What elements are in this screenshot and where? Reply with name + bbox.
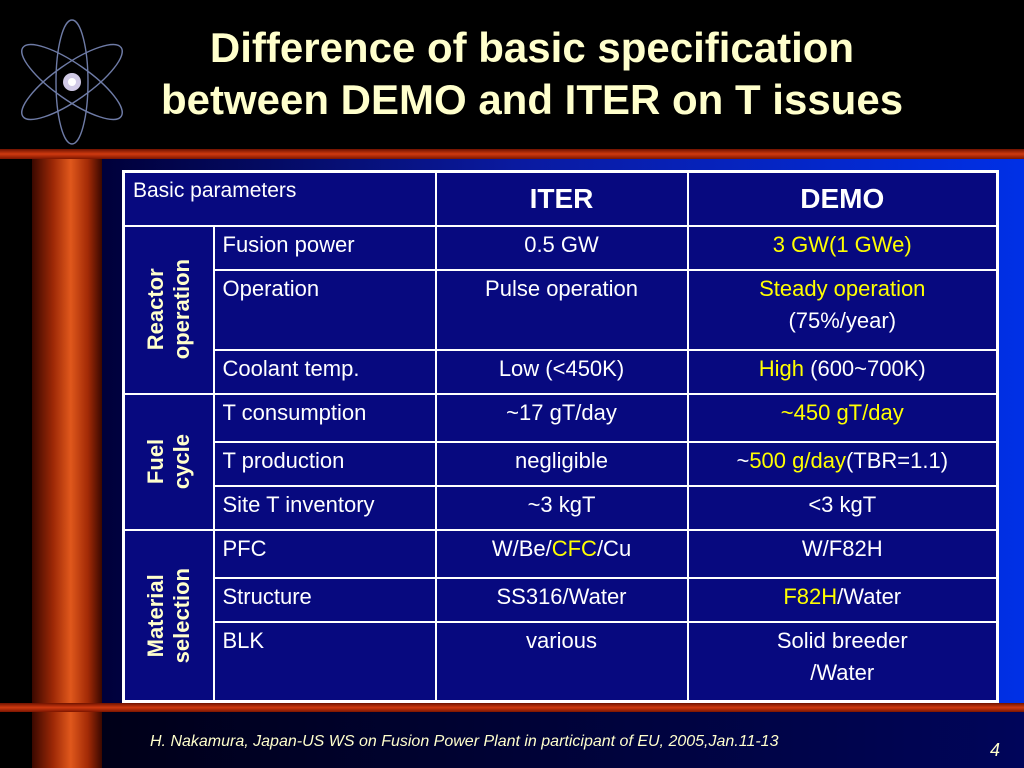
highlight-text: 3 GW(1 GWe)	[772, 231, 912, 257]
param-cell: T production	[212, 440, 437, 487]
iter-cell: SS316/Water	[434, 576, 689, 623]
iter-cell: W/Be/CFC/Cu	[434, 528, 689, 579]
highlight-text: Steady operation	[759, 275, 926, 301]
title-line-1: Difference of basic specification	[209, 24, 855, 71]
table-row: Fuel cycle T consumption ~17 gT/day ~450…	[122, 392, 999, 531]
bottom-divider-bar	[0, 703, 1024, 712]
demo-cell: ~450 gT/day	[686, 392, 999, 443]
group-fuel-cycle: Fuel cycle	[122, 392, 215, 531]
left-vertical-bar	[32, 159, 102, 768]
table-row: Structure SS316/Water F82H/Water	[124, 576, 999, 623]
demo-cell: ~500 g/day(TBR=1.1)	[686, 440, 999, 487]
demo-cell: Steady operation (75%/year)	[686, 268, 999, 351]
title-line-2: between DEMO and ITER on T issues	[160, 76, 904, 123]
table-row: T production negligible ~500 g/day(TBR=1…	[124, 440, 999, 487]
iter-cell: negligible	[434, 440, 689, 487]
highlight-text: High	[758, 355, 805, 381]
demo-cell: 3 GW(1 GWe)	[686, 224, 999, 271]
highlight-text: ~450 gT/day	[780, 399, 904, 425]
demo-cell: Solid breeder /Water	[686, 620, 999, 703]
param-cell: Operation	[212, 268, 437, 351]
table-row: Coolant temp. Low (<450K) High (600~700K…	[124, 348, 999, 395]
demo-text: (TBR=1.1)	[845, 447, 949, 473]
group-label: Reactor operation	[142, 259, 194, 360]
footer-panel	[102, 712, 1024, 768]
header-iter: ITER	[434, 170, 689, 227]
citation-text: H. Nakamura, Japan-US WS on Fusion Power…	[150, 733, 779, 750]
table-header-row: Basic parameters ITER DEMO	[122, 170, 999, 227]
demo-cell: F82H/Water	[686, 576, 999, 623]
table-row: Operation Pulse operation Steady operati…	[124, 268, 999, 351]
demo-text: /Water	[837, 583, 902, 609]
iter-cell: various	[434, 620, 689, 703]
table-row: Site T inventory ~3 kgT <3 kgT	[124, 484, 999, 531]
group-material-selection: Material selection	[122, 528, 215, 703]
top-divider-bar	[0, 149, 1024, 159]
demo-text: Solid breeder	[776, 627, 908, 653]
header-demo: DEMO	[686, 170, 999, 227]
group-label: Fuel cycle	[142, 433, 194, 490]
iter-cell: 0.5 GW	[434, 224, 689, 271]
highlight-text: F82H	[783, 583, 838, 609]
table-row: BLK various Solid breeder /Water	[124, 620, 999, 703]
iter-cell: ~3 kgT	[434, 484, 689, 531]
param-cell: Fusion power	[212, 224, 437, 271]
table-row: Material selection PFC W/Be/CFC/Cu W/F82…	[122, 528, 999, 703]
group-label: Material selection	[142, 567, 194, 663]
header-basic-parameters: Basic parameters	[122, 170, 437, 227]
param-cell: PFC	[212, 528, 437, 579]
table-row: Reactor operation Fusion power 0.5 GW 3 …	[122, 224, 999, 395]
group-reactor-operation: Reactor operation	[122, 224, 215, 395]
highlight-text: 500 g/day	[749, 447, 846, 473]
demo-cell: High (600~700K)	[686, 348, 999, 395]
iter-text: /Cu	[596, 535, 632, 561]
demo-text: ~	[736, 447, 750, 473]
param-cell: T consumption	[212, 392, 437, 443]
param-cell: Site T inventory	[212, 484, 437, 531]
spec-table: Basic parameters ITER DEMO Reactor opera…	[122, 170, 999, 703]
demo-text: (600~700K)	[804, 355, 926, 381]
highlight-text: CFC	[551, 535, 597, 561]
param-cell: BLK	[212, 620, 437, 703]
demo-text: (75%/year)	[788, 307, 897, 333]
demo-cell: W/F82H	[686, 528, 999, 579]
iter-cell: Low (<450K)	[434, 348, 689, 395]
page-number: 4	[990, 740, 1001, 760]
demo-cell: <3 kgT	[686, 484, 999, 531]
slide-title: Difference of basic specification betwee…	[60, 22, 1004, 126]
iter-cell: Pulse operation	[434, 268, 689, 351]
atom-icon	[21, 19, 123, 145]
iter-text: W/Be/	[491, 535, 552, 561]
param-cell: Coolant temp.	[212, 348, 437, 395]
demo-text: /Water	[810, 659, 875, 685]
param-cell: Structure	[212, 576, 437, 623]
iter-cell: ~17 gT/day	[434, 392, 689, 443]
